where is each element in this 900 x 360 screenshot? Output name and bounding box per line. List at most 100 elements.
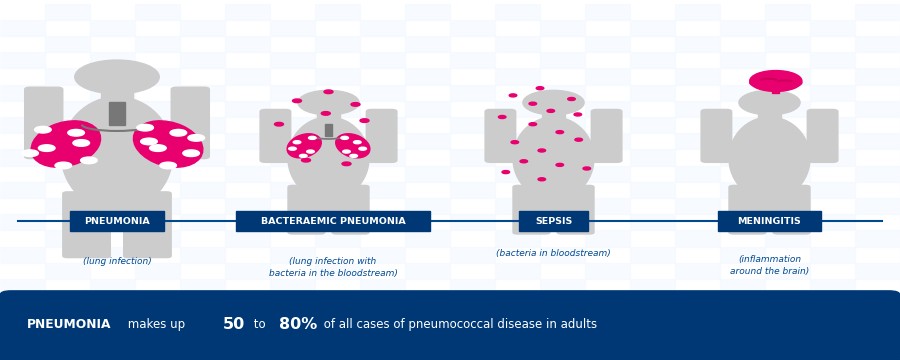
Bar	[135, 328, 180, 344]
Bar	[765, 295, 810, 311]
Ellipse shape	[61, 97, 173, 211]
Bar	[585, 166, 630, 182]
Bar	[540, 117, 585, 133]
Bar	[810, 247, 855, 263]
Bar	[135, 263, 180, 279]
Circle shape	[556, 131, 563, 134]
Circle shape	[536, 87, 544, 90]
Bar	[135, 4, 180, 20]
Bar	[772, 87, 779, 93]
Bar	[405, 230, 450, 247]
Bar	[225, 230, 270, 247]
Bar	[405, 4, 450, 20]
Bar	[360, 182, 405, 198]
Bar	[585, 101, 630, 117]
FancyBboxPatch shape	[288, 185, 325, 234]
Bar	[90, 279, 135, 295]
Bar	[630, 311, 675, 328]
FancyBboxPatch shape	[701, 109, 732, 162]
Bar	[450, 311, 495, 328]
Bar	[0, 311, 45, 328]
Bar	[270, 20, 315, 36]
Text: of all cases of pneumococcal disease in adults: of all cases of pneumococcal disease in …	[320, 318, 597, 332]
Bar	[585, 295, 630, 311]
Bar	[405, 166, 450, 182]
Bar	[720, 85, 765, 101]
Bar	[90, 247, 135, 263]
Bar	[450, 20, 495, 36]
Bar	[810, 85, 855, 101]
Bar	[101, 87, 133, 100]
Ellipse shape	[750, 71, 802, 91]
Ellipse shape	[518, 178, 589, 214]
Circle shape	[509, 94, 517, 97]
Circle shape	[183, 150, 200, 157]
Bar	[630, 52, 675, 68]
Circle shape	[520, 160, 527, 163]
Bar	[315, 133, 360, 149]
Bar	[180, 20, 225, 36]
Bar	[315, 198, 360, 214]
Bar	[810, 214, 855, 230]
Ellipse shape	[68, 181, 166, 231]
Bar	[225, 198, 270, 214]
Bar	[540, 247, 585, 263]
Bar	[758, 110, 781, 120]
Bar	[675, 4, 720, 20]
Ellipse shape	[336, 134, 370, 158]
FancyBboxPatch shape	[513, 185, 550, 234]
Bar	[630, 85, 675, 101]
Bar	[585, 230, 630, 247]
Bar	[45, 230, 90, 247]
Bar	[270, 311, 315, 328]
Bar	[315, 4, 360, 20]
Text: 80%: 80%	[279, 318, 317, 332]
Bar	[585, 263, 630, 279]
Bar	[45, 133, 90, 149]
Bar	[0, 20, 45, 36]
Bar	[405, 133, 450, 149]
Bar	[405, 198, 450, 214]
FancyBboxPatch shape	[0, 291, 900, 360]
Bar	[720, 247, 765, 263]
Bar	[315, 101, 360, 117]
Bar	[765, 166, 810, 182]
Circle shape	[341, 136, 348, 139]
Bar	[325, 124, 332, 136]
Bar	[180, 344, 225, 360]
Bar	[585, 133, 630, 149]
Bar	[855, 68, 900, 85]
Bar	[270, 279, 315, 295]
Circle shape	[160, 162, 176, 169]
Ellipse shape	[288, 117, 369, 200]
Bar	[450, 117, 495, 133]
Bar	[855, 133, 900, 149]
Bar	[675, 101, 720, 117]
Bar	[855, 166, 900, 182]
Bar	[225, 295, 270, 311]
Bar	[765, 101, 810, 117]
Bar	[90, 311, 135, 328]
Bar	[810, 344, 855, 360]
Circle shape	[293, 141, 301, 144]
Circle shape	[574, 113, 581, 116]
Bar	[630, 279, 675, 295]
Bar	[585, 36, 630, 52]
Bar	[855, 36, 900, 52]
Text: MENINGITIS: MENINGITIS	[738, 217, 801, 226]
FancyBboxPatch shape	[485, 109, 516, 162]
Circle shape	[75, 60, 159, 94]
FancyBboxPatch shape	[260, 109, 291, 162]
Bar	[225, 263, 270, 279]
Bar	[630, 344, 675, 360]
Bar	[360, 344, 405, 360]
Bar	[45, 166, 90, 182]
Bar	[855, 4, 900, 20]
Circle shape	[575, 138, 582, 141]
Bar	[0, 344, 45, 360]
Bar	[109, 102, 125, 125]
Bar	[45, 68, 90, 85]
Bar	[765, 230, 810, 247]
Bar	[630, 20, 675, 36]
Circle shape	[568, 98, 575, 100]
